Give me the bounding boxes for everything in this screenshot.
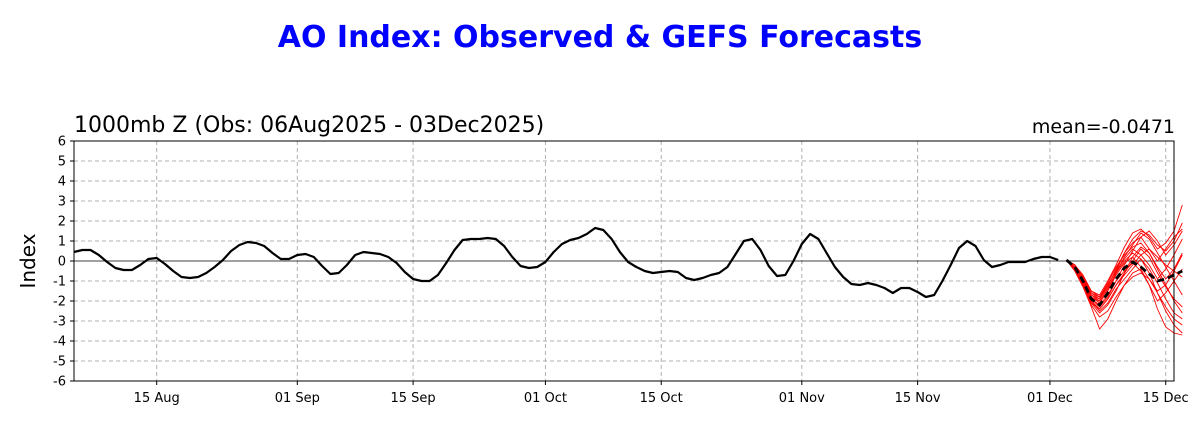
observed-line — [73, 226, 1059, 299]
y-tick-label: -4 — [53, 335, 66, 350]
y-tick-label: -1 — [53, 275, 66, 290]
y-tick-label: -6 — [53, 375, 66, 390]
x-tick-label: 01 Oct — [524, 391, 567, 406]
y-tick-label: 3 — [58, 195, 66, 210]
x-tick-label: 15 Sep — [391, 391, 436, 406]
y-tick-label: -5 — [53, 355, 66, 370]
y-tick-label: 0 — [58, 255, 66, 270]
y-tick-label: 4 — [58, 175, 66, 190]
y-axis-ticks: -6 -5 -4 -3 -2 -1 0 1 2 3 4 5 6 — [53, 135, 74, 390]
ensemble-member-line — [1066, 259, 1183, 326]
y-tick-label: 6 — [58, 135, 66, 150]
ensemble-mean-line-group — [1065, 258, 1183, 307]
y-axis-label: Index — [16, 233, 40, 288]
ensemble-member-line — [1066, 204, 1183, 296]
y-tick-label: 1 — [58, 235, 66, 250]
observed-line-group — [73, 226, 1059, 299]
x-tick-label: 01 Sep — [275, 391, 320, 406]
x-tick-label: 01 Dec — [1027, 391, 1073, 406]
x-tick-label: 15 Nov — [895, 391, 941, 406]
y-tick-label: -3 — [53, 315, 66, 330]
x-tick-label: 15 Oct — [640, 391, 683, 406]
y-tick-label: 2 — [58, 215, 66, 230]
x-tick-label: 01 Nov — [779, 391, 825, 406]
chart-title: AO Index: Observed & GEFS Forecasts — [277, 20, 923, 55]
plot-frame — [73, 140, 1175, 382]
y-tick-label: -2 — [53, 295, 66, 310]
ensemble-member-line — [1066, 232, 1183, 302]
x-tick-label: 15 Aug — [134, 391, 180, 406]
mean-stat-label: mean=-0.0471 — [1032, 116, 1175, 138]
x-axis-ticks: 15 Aug 01 Sep 15 Sep 01 Oct 15 Oct 01 Nov 15 N… — [134, 381, 1189, 406]
x-tick-label: 15 Dec — [1143, 391, 1189, 406]
ensemble-mean-line — [1065, 258, 1183, 307]
ensemble-member-line — [1066, 238, 1183, 298]
chart-subtitle: 1000mb Z (Obs: 06Aug2025 - 03Dec2025) — [74, 113, 544, 138]
y-tick-label: 5 — [58, 155, 66, 170]
